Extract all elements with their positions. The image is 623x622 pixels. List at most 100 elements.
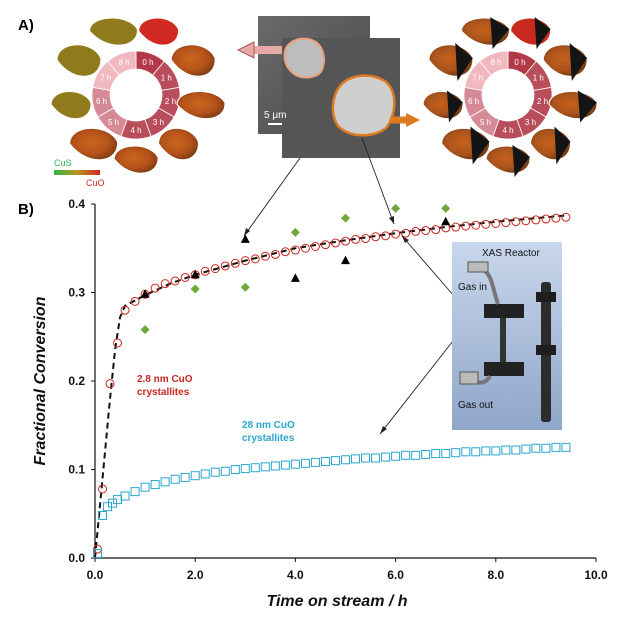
point-red-circle bbox=[200, 266, 210, 276]
ring-hour-label: 8 h bbox=[118, 58, 129, 67]
point-black-triangle bbox=[341, 255, 350, 265]
ring-hour-label: 2 h bbox=[537, 97, 548, 106]
point-red-circle bbox=[130, 296, 140, 306]
point-blue-square bbox=[501, 445, 511, 455]
point-blue-square bbox=[190, 471, 200, 481]
point-blue-square bbox=[421, 449, 431, 459]
right-particle-ring: 0 h 1 h 2 h 3 h 4 h 5 h 6 h 7 h 8 h bbox=[422, 16, 598, 177]
point-red-circle bbox=[511, 217, 521, 227]
colorbar-low-label: CuS bbox=[54, 158, 72, 168]
point-red-circle bbox=[270, 249, 280, 259]
point-black-triangle bbox=[441, 216, 451, 226]
ring-segment bbox=[107, 50, 137, 76]
right-arrow-head bbox=[406, 113, 420, 127]
point-green-diamond bbox=[391, 203, 401, 213]
point-blue-square bbox=[93, 549, 103, 559]
large-crystal-outline bbox=[331, 74, 396, 137]
point-blue-square bbox=[280, 460, 290, 470]
point-blue-square bbox=[491, 446, 501, 456]
point-red-circle bbox=[371, 232, 381, 242]
fit-dashed-line bbox=[94, 214, 567, 559]
pointer-large bbox=[361, 137, 395, 225]
point-blue-square bbox=[220, 466, 230, 476]
colorbar-high-label: CuO bbox=[86, 178, 105, 188]
large-crystallite-label-line1: 28 nm CuO bbox=[242, 420, 295, 431]
particle-shadow bbox=[577, 90, 597, 123]
ring-hour-label: 3 h bbox=[153, 118, 164, 127]
pointer-inset-red bbox=[401, 235, 455, 297]
point-red-circle bbox=[330, 238, 340, 248]
point-blue-square bbox=[260, 462, 270, 472]
point-red-circle bbox=[120, 305, 130, 315]
point-red-circle bbox=[240, 256, 250, 266]
ring-hour-label: 5 h bbox=[480, 118, 491, 127]
point-blue-square bbox=[310, 457, 320, 467]
point-blue-square bbox=[180, 472, 190, 482]
left-arrow-head bbox=[236, 41, 255, 59]
point-red-circle bbox=[381, 231, 391, 241]
x-axis-title: Time on stream / h bbox=[266, 593, 407, 610]
particle-shadow bbox=[470, 126, 490, 165]
particle-map bbox=[157, 127, 200, 161]
gas-in-fitting bbox=[467, 261, 489, 273]
ring-hour-label: 2 h bbox=[165, 97, 176, 106]
point-blue-square bbox=[140, 482, 150, 492]
x-tick-label: 10.0 bbox=[584, 568, 608, 582]
y-tick-label: 0.0 bbox=[68, 551, 85, 565]
panel-a-label: A) bbox=[18, 17, 34, 34]
y-axis-title: Fractional Conversion bbox=[32, 296, 49, 465]
point-green-diamond bbox=[190, 284, 200, 294]
point-green-diamond bbox=[341, 213, 350, 223]
reactor-top-block bbox=[484, 304, 524, 318]
ring-hour-label: 3 h bbox=[525, 118, 536, 127]
point-red-circle bbox=[521, 216, 531, 226]
point-red-circle bbox=[361, 234, 371, 244]
x-tick-label: 4.0 bbox=[287, 568, 304, 582]
point-red-circle bbox=[320, 240, 330, 250]
point-blue-square bbox=[200, 469, 210, 479]
point-red-circle bbox=[341, 236, 350, 246]
ring-hour-label: 7 h bbox=[100, 74, 111, 83]
point-blue-square bbox=[371, 453, 381, 463]
point-red-circle bbox=[531, 215, 541, 225]
particle-map bbox=[88, 17, 139, 46]
pointer-inset-blue bbox=[379, 331, 461, 435]
point-blue-square bbox=[300, 458, 310, 468]
point-blue-square bbox=[471, 447, 481, 457]
left-particle-ring: 0 h 1 h 2 h 3 h 4 h 5 h 6 h 7 h 8 h bbox=[50, 17, 226, 174]
point-blue-square bbox=[461, 447, 471, 457]
ring-hour-label: 4 h bbox=[130, 126, 141, 135]
point-green-diamond bbox=[240, 282, 250, 292]
point-green-diamond bbox=[140, 325, 150, 335]
ring-hour-label: 5 h bbox=[108, 118, 119, 127]
particle-map bbox=[176, 90, 226, 120]
point-blue-square bbox=[270, 461, 280, 471]
point-blue-square bbox=[98, 511, 108, 521]
point-black-triangle bbox=[240, 234, 250, 243]
particle-map bbox=[50, 90, 92, 120]
particle-shadow bbox=[554, 126, 571, 165]
point-red-circle bbox=[421, 226, 431, 236]
point-red-circle bbox=[300, 243, 310, 253]
point-red-circle bbox=[260, 251, 270, 261]
point-blue-square bbox=[130, 487, 140, 497]
inset-title: XAS Reactor bbox=[482, 248, 540, 259]
point-blue-square bbox=[330, 456, 340, 466]
point-red-circle bbox=[230, 258, 240, 268]
particle-shadow bbox=[447, 90, 464, 123]
particle-shadow bbox=[455, 43, 473, 81]
point-red-circle bbox=[351, 234, 361, 244]
particle-map bbox=[68, 127, 119, 161]
point-red-circle bbox=[551, 213, 561, 223]
particle-map bbox=[137, 17, 180, 46]
point-red-circle bbox=[491, 218, 501, 228]
pointer-small-head bbox=[244, 228, 250, 236]
y-tick-label: 0.2 bbox=[68, 374, 85, 388]
point-red-circle bbox=[98, 484, 108, 494]
scale-bar-label: 5 μm bbox=[264, 110, 286, 121]
point-blue-square bbox=[351, 454, 361, 464]
particle-shadow bbox=[512, 145, 530, 177]
point-red-circle bbox=[150, 283, 160, 293]
point-blue-square bbox=[160, 477, 170, 487]
point-red-circle bbox=[170, 276, 180, 286]
